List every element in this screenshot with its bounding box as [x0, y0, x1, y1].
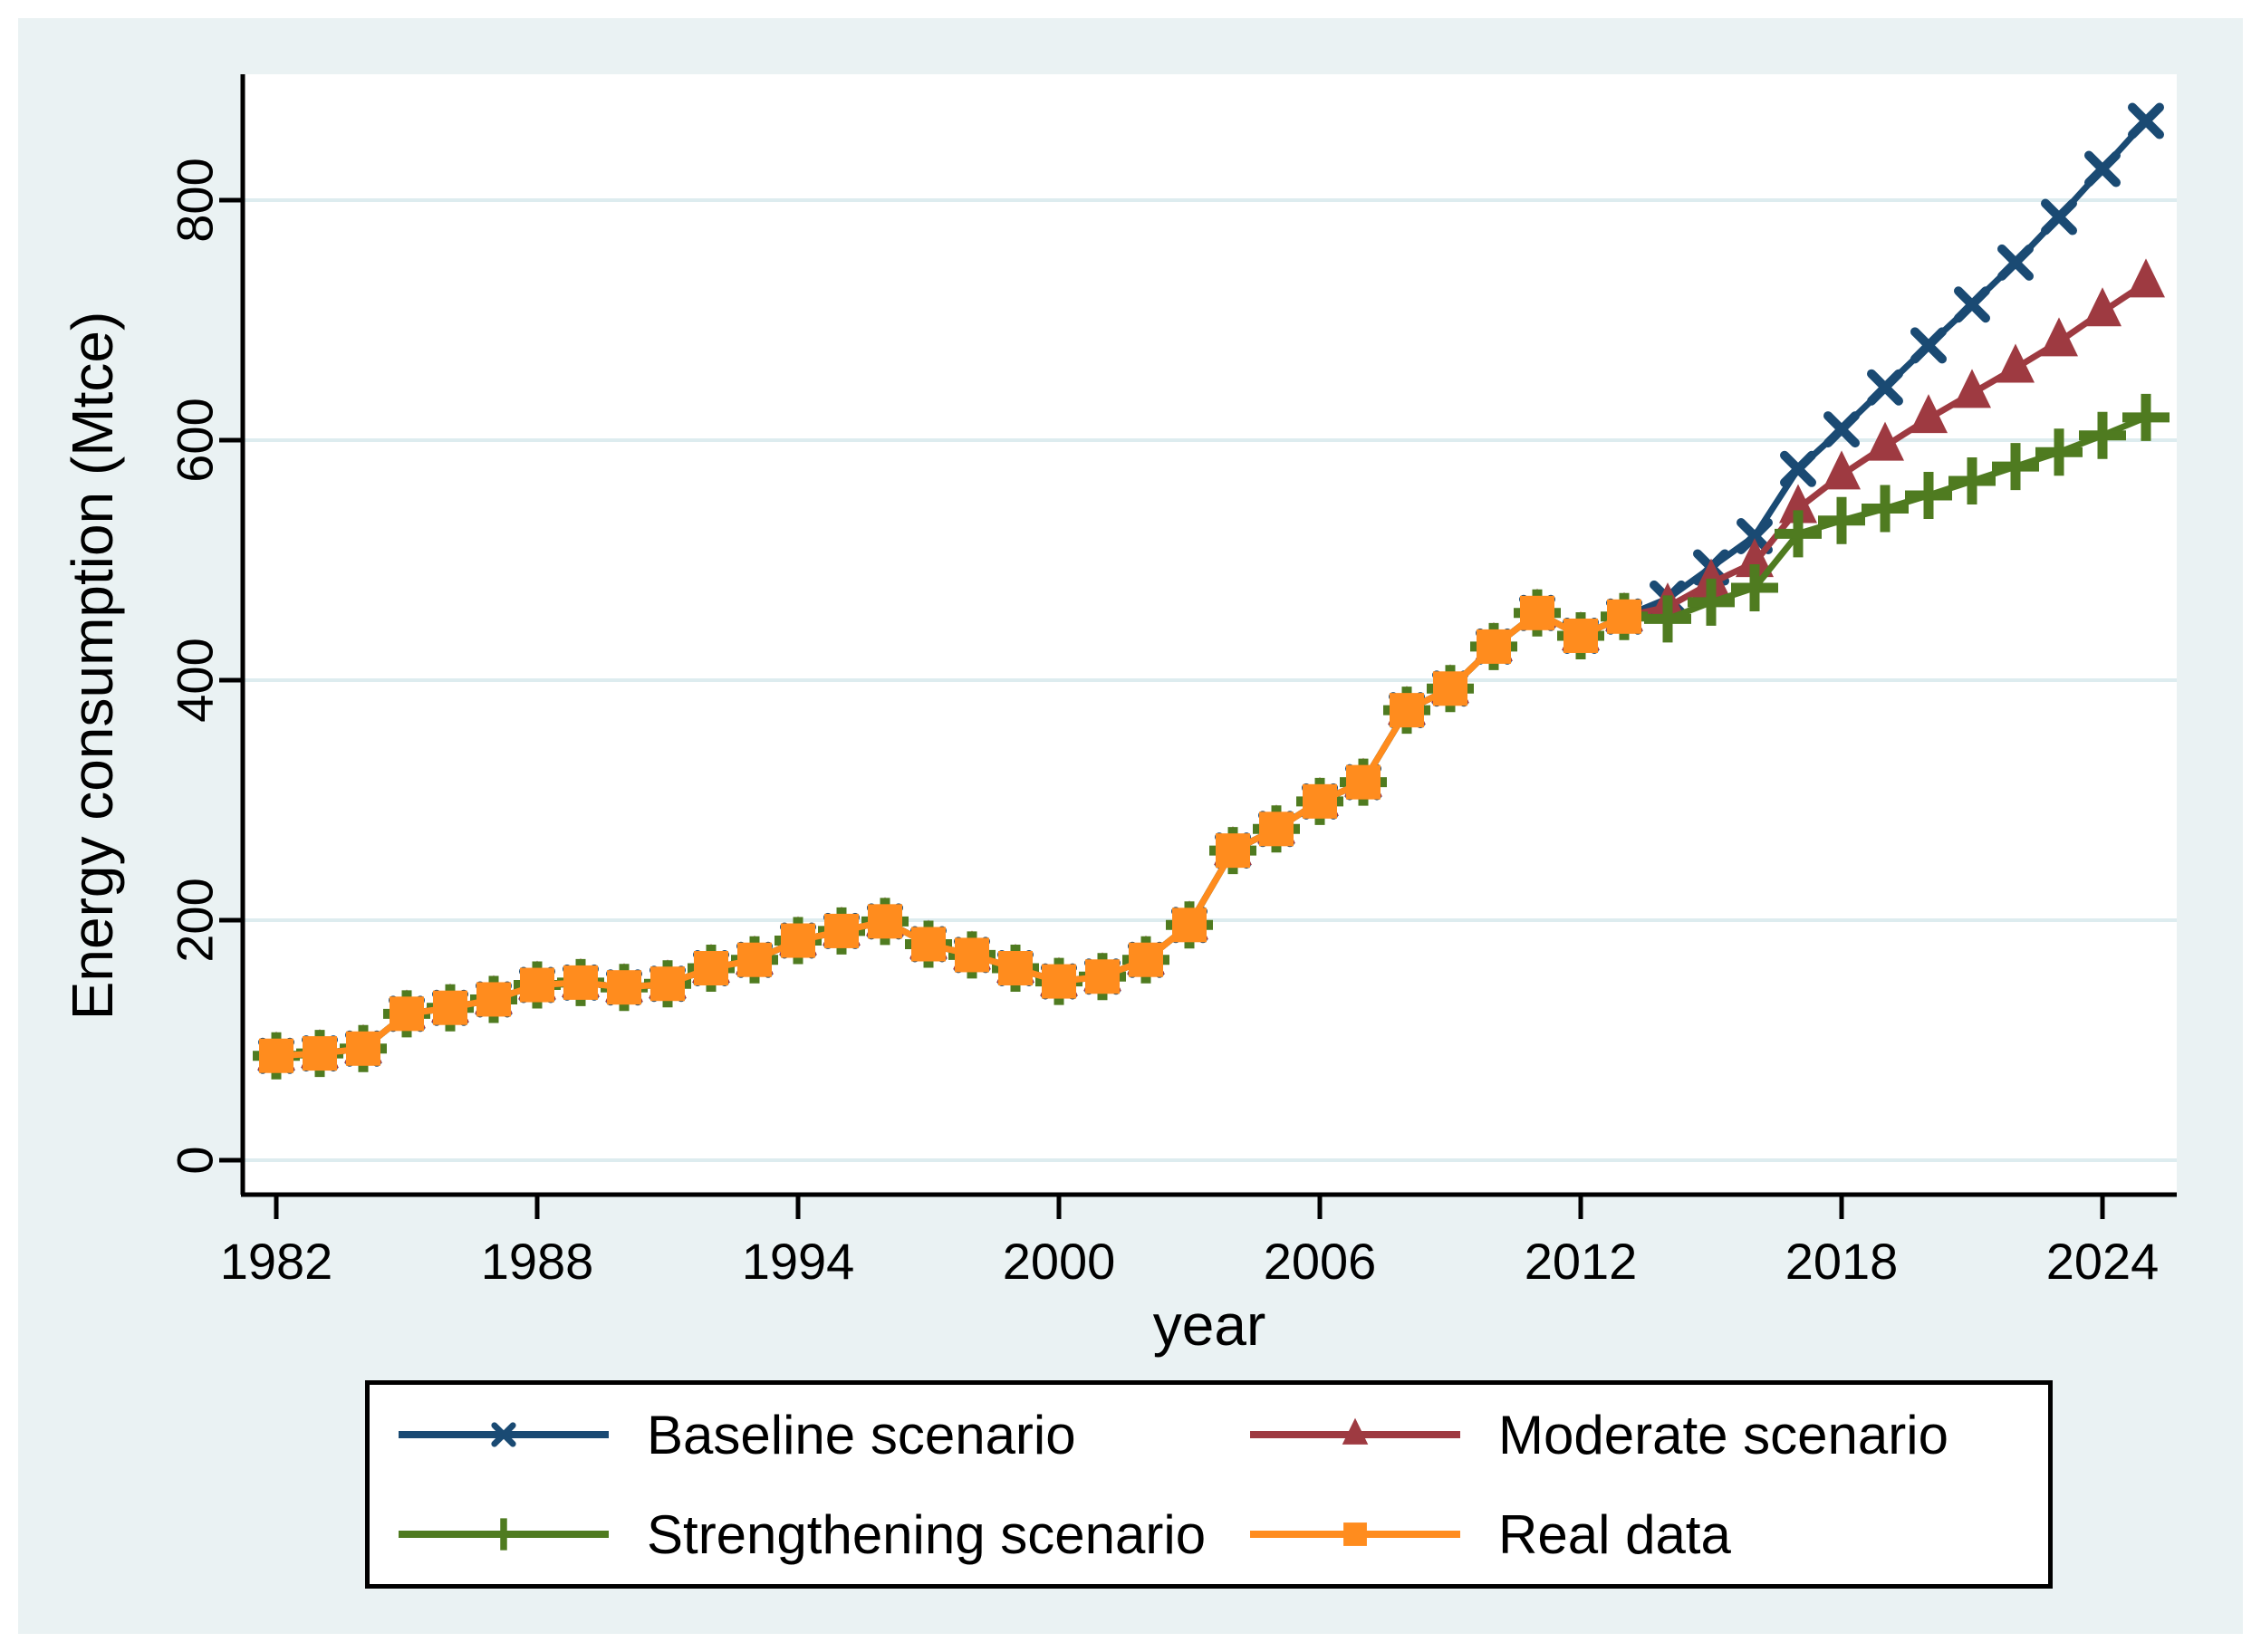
baseline-line-x-marker-icon [399, 1422, 609, 1447]
svg-text:2006: 2006 [1264, 1233, 1377, 1290]
axes [219, 74, 2177, 1219]
svg-text:2024: 2024 [2046, 1233, 2160, 1290]
svg-text:400: 400 [167, 638, 224, 722]
plot-area [243, 74, 2177, 1195]
x-axis-title: year [1152, 1292, 1266, 1358]
legend-label: Moderate scenario [1498, 1404, 1948, 1465]
svg-text:2018: 2018 [1785, 1233, 1899, 1290]
legend-box: Baseline scenario Moderate scenario Stre… [365, 1380, 2053, 1589]
svg-text:600: 600 [167, 398, 224, 482]
moderate-line-triangle-marker-icon [1250, 1417, 1460, 1445]
svg-text:800: 800 [167, 158, 224, 242]
legend-label: Baseline scenario [647, 1404, 1076, 1465]
svg-text:2012: 2012 [1525, 1233, 1638, 1290]
data-series [253, 102, 2170, 1080]
svg-text:0: 0 [167, 1146, 224, 1174]
legend-label: Strengthening scenario [647, 1503, 1207, 1565]
y-axis-title: Energy consumption (Mtce) [60, 311, 125, 1021]
legend-label: Real data [1498, 1503, 1731, 1565]
svg-text:2000: 2000 [1003, 1233, 1116, 1290]
svg-text:1994: 1994 [742, 1233, 855, 1290]
svg-text:200: 200 [167, 878, 224, 962]
series-real-data [259, 595, 1641, 1073]
real-data-line-square-marker-icon [1250, 1522, 1460, 1546]
strengthening-line-plus-marker-icon [399, 1518, 609, 1551]
legend-item-strengthening-scenario: Strengthening scenario [395, 1503, 1246, 1566]
legend-item-moderate-scenario: Moderate scenario [1246, 1404, 2048, 1466]
svg-text:1988: 1988 [481, 1233, 594, 1290]
legend-item-real-data: Real data [1246, 1503, 2048, 1566]
legend-item-baseline-scenario: Baseline scenario [395, 1404, 1246, 1466]
svg-text:1982: 1982 [220, 1233, 333, 1290]
tick-labels: 0 200 400 600 800 1982 1988 1994 2000 2006 2012 201… [167, 158, 2160, 1290]
